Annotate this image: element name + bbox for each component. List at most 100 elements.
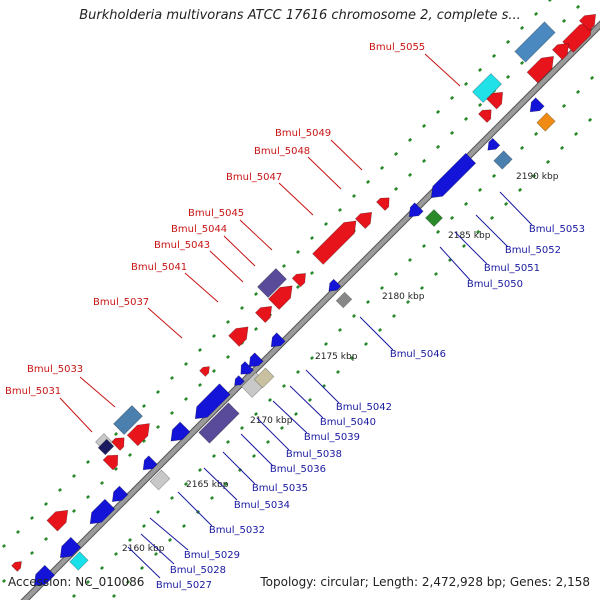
tick-rail-outer-reverse [111, 117, 593, 599]
gene-label-forward[interactable]: Bmul_5048 [254, 146, 310, 157]
gene-reverse-cyan-1[interactable] [69, 551, 89, 571]
gene-forward-1[interactable] [46, 509, 69, 532]
gene-forward-6[interactable] [254, 305, 273, 324]
gene-forward-steelblue-2[interactable] [514, 21, 556, 63]
gene-label-reverse[interactable]: Bmul_5027 [156, 580, 212, 591]
gene-label-forward[interactable]: Bmul_5041 [131, 262, 187, 273]
gene-reverse-green-1[interactable] [425, 209, 443, 227]
leader-line [59, 397, 93, 433]
gene-label-reverse[interactable]: Bmul_5040 [320, 417, 376, 428]
gene-label-reverse[interactable]: Bmul_5038 [286, 449, 342, 460]
gene-forward-18[interactable] [578, 13, 597, 32]
gene-forward-8[interactable] [291, 273, 306, 288]
gene-reverse-3[interactable] [89, 498, 116, 525]
gene-label-reverse[interactable]: Bmul_5028 [170, 565, 226, 576]
gene-reverse-15[interactable] [487, 137, 501, 151]
leader-line [454, 231, 488, 265]
leader-line [305, 369, 340, 404]
gene-reverse-1[interactable] [33, 564, 56, 587]
gene-reverse-10[interactable] [248, 352, 264, 368]
gene-reverse-12[interactable] [328, 278, 342, 292]
gene-reverse-13[interactable] [408, 202, 424, 218]
gene-forward-15[interactable] [526, 56, 554, 84]
gene-reverse-9[interactable] [240, 361, 254, 375]
accession-text: Accession: NC_010086 [8, 575, 145, 589]
gene-label-reverse[interactable]: Bmul_5029 [184, 550, 240, 561]
gene-reverse-grey-1[interactable] [149, 469, 171, 491]
gene-reverse-6[interactable] [170, 421, 191, 442]
gene-forward-5[interactable] [228, 326, 249, 347]
gene-forward-10[interactable] [354, 211, 373, 230]
gene-label-reverse[interactable]: Bmul_5032 [209, 525, 265, 536]
gene-label-reverse[interactable]: Bmul_5039 [304, 432, 360, 443]
leader-line [239, 219, 273, 251]
gene-reverse-4[interactable] [111, 485, 129, 503]
gene-forward-14[interactable] [478, 109, 492, 123]
gene-forward-4[interactable] [126, 423, 150, 447]
leader-line [240, 433, 274, 467]
gene-label-reverse[interactable]: Bmul_5035 [252, 483, 308, 494]
gene-reverse-purple-1[interactable] [198, 402, 240, 444]
leader-line [272, 400, 308, 434]
gene-reverse-14[interactable] [430, 152, 477, 199]
leader-line [147, 307, 183, 339]
leader-line [359, 316, 394, 351]
gene-forward-steelblue-1[interactable] [113, 405, 143, 435]
gene-forward-13[interactable] [485, 91, 504, 110]
gene-forward-7[interactable] [268, 285, 293, 310]
gene-label-forward[interactable]: Bmul_5047 [226, 172, 282, 183]
leader-line [222, 451, 256, 485]
leader-line [278, 182, 314, 216]
gene-label-forward[interactable]: Bmul_5043 [154, 240, 210, 251]
gene-forward-purple-1[interactable] [257, 268, 287, 298]
gene-label-reverse[interactable]: Bmul_5051 [484, 263, 540, 274]
gene-label-reverse[interactable]: Bmul_5046 [390, 349, 446, 360]
leader-line [424, 53, 461, 87]
gene-forward-navy-1[interactable] [97, 438, 115, 456]
gene-label-reverse[interactable]: Bmul_5050 [467, 279, 523, 290]
gene-label-forward[interactable]: Bmul_5037 [93, 297, 149, 308]
leader-line [209, 250, 244, 283]
leader-line [184, 272, 219, 303]
gene-label-forward[interactable]: Bmul_5055 [369, 42, 425, 53]
gene-reverse-steelblue-1[interactable] [493, 150, 513, 170]
leader-line [127, 546, 161, 579]
gene-reverse-11[interactable] [270, 332, 286, 348]
leader-line [177, 491, 213, 527]
gene-reverse-grey-3[interactable] [335, 291, 353, 309]
gene-reverse-16[interactable] [529, 97, 545, 113]
gene-label-reverse[interactable]: Bmul_5042 [336, 402, 392, 413]
gene-label-reverse[interactable]: Bmul_5053 [529, 224, 585, 235]
gene-label-forward[interactable]: Bmul_5045 [188, 208, 244, 219]
genome-backbone [21, 21, 600, 600]
gene-forward-cyan-1[interactable] [472, 73, 502, 103]
gene-forward-9[interactable] [312, 220, 357, 265]
gene-forward-17[interactable] [551, 42, 570, 61]
gene-forward-11[interactable] [376, 197, 390, 211]
gene-reverse-2[interactable] [59, 536, 82, 559]
gene-forward-12[interactable] [199, 366, 210, 377]
leader-line [140, 533, 175, 565]
gene-label-forward[interactable]: Bmul_5044 [171, 224, 227, 235]
kbp-label: 2170 kbp [250, 416, 293, 426]
gene-label-forward[interactable]: Bmul_5031 [5, 386, 61, 397]
map-title: Burkholderia multivorans ATCC 17616 chro… [79, 8, 521, 23]
gene-reverse-khaki-1[interactable] [253, 367, 275, 389]
leader-line [330, 139, 363, 171]
kbp-label: 2190 kbp [516, 172, 559, 182]
gene-forward-2[interactable] [102, 454, 119, 471]
gene-label-forward[interactable]: Bmul_5049 [275, 128, 331, 139]
gene-label-reverse[interactable]: Bmul_5036 [270, 464, 326, 475]
gene-forward-3[interactable] [111, 437, 125, 451]
gene-reverse-5[interactable] [142, 455, 158, 471]
gene-forward-19[interactable] [11, 561, 22, 572]
gene-reverse-orange-1[interactable] [536, 112, 556, 132]
gene-reverse-7[interactable] [194, 383, 231, 420]
gene-reverse-8[interactable] [234, 375, 245, 386]
gene-label-reverse[interactable]: Bmul_5034 [234, 500, 290, 511]
kbp-label: 2180 kbp [382, 292, 425, 302]
gene-label-forward[interactable]: Bmul_5033 [27, 364, 83, 375]
gene-label-reverse[interactable]: Bmul_5052 [505, 245, 561, 256]
leader-line [499, 191, 533, 226]
